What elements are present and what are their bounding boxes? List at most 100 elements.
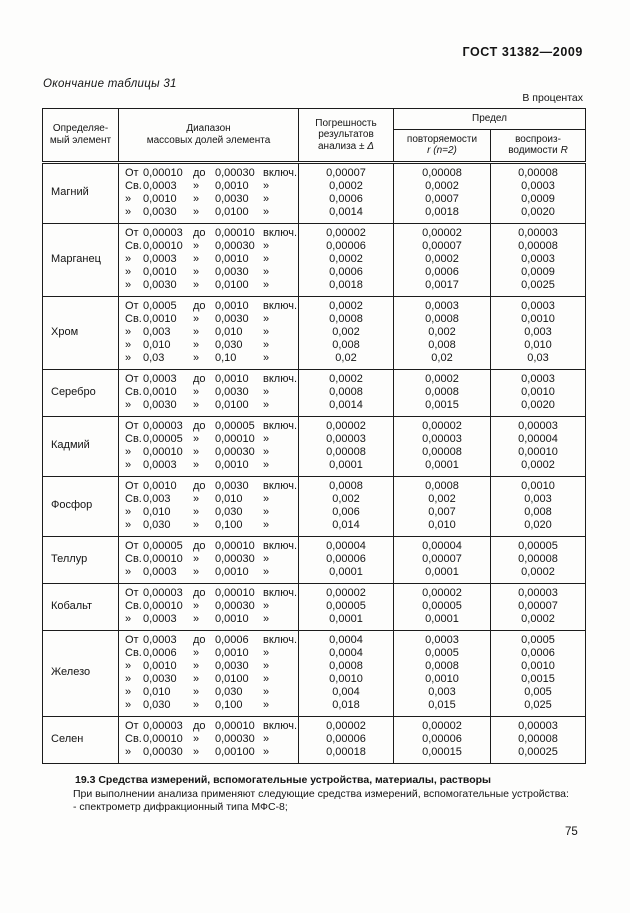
- error-value: 0,0018: [329, 278, 363, 291]
- range-suffix: »: [263, 552, 270, 565]
- reproducibility-value: 0,00008: [518, 732, 558, 745]
- error-value: 0,0014: [329, 398, 363, 411]
- range-separator: »: [193, 265, 200, 278]
- repeatability-value: 0,008: [428, 338, 456, 351]
- error-value: 0,00002: [326, 586, 366, 599]
- range-suffix: »: [263, 432, 270, 445]
- error-value: 0,00006: [326, 239, 366, 252]
- range-line: От 0,00003 до 0,00010 включ.: [119, 720, 298, 733]
- range-prefix: От: [125, 372, 139, 385]
- range-high: 0,00030: [215, 732, 255, 745]
- range-high: 0,0010: [215, 372, 249, 385]
- range-prefix: Св.: [125, 385, 142, 398]
- repeatability-value: 0,0015: [425, 398, 459, 411]
- range-high: 0,0030: [215, 312, 249, 325]
- range-high: 0,100: [215, 698, 243, 711]
- range-separator: »: [193, 685, 200, 698]
- range-suffix: »: [263, 239, 270, 252]
- range-suffix: »: [263, 351, 270, 364]
- range-suffix: »: [263, 505, 270, 518]
- error-value: 0,00018: [326, 745, 366, 758]
- range-separator: »: [193, 612, 200, 625]
- repeatability-value: 0,0010: [425, 672, 459, 685]
- reproducibility-value: 0,0020: [521, 398, 555, 411]
- repeatability-value: 0,002: [428, 325, 456, 338]
- repeatability-value: 0,0002: [425, 252, 459, 265]
- repeatability-value: 0,0008: [425, 312, 459, 325]
- repeatability-value: 0,0008: [425, 479, 459, 492]
- range-cell: От 0,0003 до 0,0010 включ. Св. 0,0010» 0,0030»»…: [118, 368, 299, 417]
- error-value: 0,0008: [329, 312, 363, 325]
- error-cell: 0,00004 0,00006 0,0001: [298, 535, 394, 584]
- repeatability-value: 0,00002: [422, 586, 462, 599]
- header-repeatability: повторяемости r (n=2): [393, 128, 491, 163]
- reproducibility-cell: 0,00003 0,00004 0,00010 0,0002: [490, 415, 586, 477]
- range-line: От 0,0003 до 0,0006 включ.: [119, 634, 298, 647]
- repeatability-value: 0,00002: [422, 226, 462, 239]
- range-prefix: »: [125, 252, 132, 265]
- range-prefix: Св.: [125, 492, 142, 505]
- header-range: Диапазон массовых долей элемента: [118, 108, 299, 163]
- repeatability-value: 0,00007: [422, 552, 462, 565]
- reproducibility-value: 0,0010: [521, 385, 555, 398]
- reproducibility-value: 0,00004: [518, 432, 558, 445]
- range-cell: От 0,00003 до 0,00010 включ. Св. 0,00010» 0,000…: [118, 222, 299, 297]
- range-prefix: От: [125, 226, 139, 239]
- range-separator: »: [193, 659, 200, 672]
- range-low: 0,0010: [143, 479, 177, 492]
- range-separator: »: [193, 252, 200, 265]
- reproducibility-value: 0,010: [524, 338, 552, 351]
- range-low: 0,003: [143, 325, 171, 338]
- range-line: Св. 0,0010 » 0,0030 »: [119, 313, 298, 326]
- range-line: » 0,030 » 0,100 »: [119, 519, 298, 532]
- reproducibility-cell: 0,00008 0,0003 0,0009 0,0020: [490, 161, 586, 224]
- range-high: 0,030: [215, 338, 243, 351]
- repeatability-cell: 0,00002 0,00007 0,0002 0,0006 0,0017: [393, 222, 491, 297]
- error-value: 0,008: [332, 338, 360, 351]
- range-line: » 0,0030 » 0,0100 »: [119, 673, 298, 686]
- range-prefix: »: [125, 672, 132, 685]
- range-prefix: »: [125, 745, 132, 758]
- range-prefix: От: [125, 166, 139, 179]
- error-value: 0,0010: [329, 672, 363, 685]
- error-cell: 0,00002 0,00006 0,0002 0,0006 0,0018: [298, 222, 394, 297]
- repeatability-cell: 0,0008 0,002 0,007 0,010: [393, 475, 491, 537]
- repeatability-value: 0,0003: [425, 633, 459, 646]
- repeatability-value: 0,00007: [422, 239, 462, 252]
- range-line: Св. 0,0006 » 0,0010 »: [119, 647, 298, 660]
- repeatability-cell: 0,0003 0,0005 0,0008 0,0010 0,003 0,015: [393, 629, 491, 717]
- repeatability-value: 0,00015: [422, 745, 462, 758]
- range-prefix: От: [125, 633, 139, 646]
- range-suffix: »: [263, 385, 270, 398]
- range-low: 0,0030: [143, 205, 177, 218]
- range-separator: »: [193, 351, 200, 364]
- error-value: 0,0004: [329, 633, 363, 646]
- header-repeatability-line2: r (n=2): [427, 145, 457, 156]
- range-line: » 0,0003 » 0,0010 »: [119, 613, 298, 626]
- range-prefix: Св.: [125, 239, 142, 252]
- range-prefix: Св.: [125, 599, 142, 612]
- range-line: От 0,0003 до 0,0010 включ.: [119, 373, 298, 386]
- range-high: 0,010: [215, 325, 243, 338]
- delta-symbol: Δ: [367, 140, 374, 152]
- range-prefix: »: [125, 458, 132, 471]
- error-value: 0,0001: [329, 612, 363, 625]
- reproducibility-cell: 0,00003 0,00007 0,0002: [490, 582, 586, 631]
- element-name: Магний: [42, 161, 119, 224]
- element-name: Кобальт: [42, 582, 119, 631]
- range-suffix: »: [263, 685, 270, 698]
- range-suffix: »: [263, 325, 270, 338]
- reproducibility-cell: 0,0010 0,003 0,008 0,020: [490, 475, 586, 537]
- header-error: Погрешность результатов анализа ± Δ: [298, 108, 394, 163]
- header-error-line3: анализа ± Δ: [318, 140, 374, 152]
- range-suffix: »: [263, 672, 270, 685]
- error-value: 0,00006: [326, 732, 366, 745]
- range-high: 0,0100: [215, 672, 249, 685]
- reproducibility-value: 0,025: [524, 698, 552, 711]
- range-low: 0,010: [143, 338, 171, 351]
- table-caption: Окончание таблицы 31: [43, 78, 177, 90]
- reproducibility-value: 0,00025: [518, 745, 558, 758]
- reproducibility-value: 0,0009: [521, 265, 555, 278]
- header-limit: Предел: [393, 108, 586, 130]
- reproducibility-value: 0,0003: [521, 299, 555, 312]
